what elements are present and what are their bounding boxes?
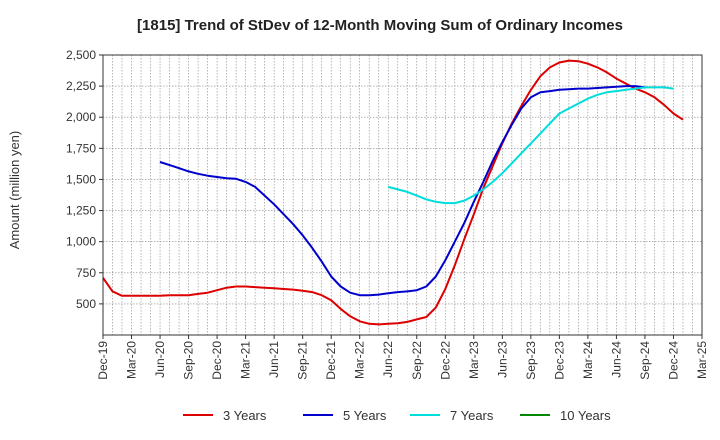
y-tick-label: 750 xyxy=(76,266,96,280)
x-tick-label: Mar-21 xyxy=(239,341,253,379)
x-tick-label: Jun-23 xyxy=(495,341,509,378)
legend-label: 3 Years xyxy=(223,408,267,423)
plot-area xyxy=(103,55,702,335)
x-tick-label: Dec-21 xyxy=(324,341,338,380)
x-tick-label: Mar-20 xyxy=(125,341,139,379)
x-tick-label: Dec-24 xyxy=(666,341,680,380)
legend-label: 7 Years xyxy=(450,408,494,423)
x-tick-label: Mar-24 xyxy=(581,341,595,379)
x-tick-label: Dec-22 xyxy=(438,341,452,380)
legend-label: 5 Years xyxy=(343,408,387,423)
plot-border xyxy=(102,54,703,336)
y-tick-label: 1,750 xyxy=(66,141,96,155)
chart-title: [1815] Trend of StDev of 12-Month Moving… xyxy=(137,17,623,34)
x-tick-label: Dec-19 xyxy=(96,341,110,380)
y-tick-label: 2,000 xyxy=(66,110,96,124)
legend-label: 10 Years xyxy=(560,408,611,423)
y-tick-label: 1,000 xyxy=(66,235,96,249)
y-axis-label: Amount (million yen) xyxy=(7,131,22,250)
x-tick-label: Dec-23 xyxy=(552,341,566,380)
y-tick-label: 1,250 xyxy=(66,204,96,218)
x-tick-label: Sep-24 xyxy=(638,341,652,380)
x-tick-label: Sep-22 xyxy=(410,341,424,380)
series-line-7-years xyxy=(387,86,674,205)
y-tick-label: 2,250 xyxy=(66,79,96,93)
x-axis-ticks: Dec-19 Mar-20 Jun-20 Sep-20 Dec-20 Mar-21 Jun-… xyxy=(96,335,709,380)
legend: 3 Years 5 Years 7 Years 10 Years xyxy=(183,408,611,423)
x-tick-label: Jun-21 xyxy=(267,341,281,378)
x-tick-label: Mar-23 xyxy=(467,341,481,379)
y-tick-label: 2,500 xyxy=(66,48,96,62)
x-tick-label: Sep-20 xyxy=(182,341,196,380)
x-tick-label: Sep-23 xyxy=(524,341,538,380)
y-axis-ticks: 500 750 1,000 1,250 1,500 1,750 2,000 2,250 2,50… xyxy=(66,48,103,311)
series-line-3-years xyxy=(102,59,684,326)
x-tick-label: Jun-24 xyxy=(609,341,623,378)
y-tick-label: 1,500 xyxy=(66,172,96,186)
x-tick-label: Mar-25 xyxy=(695,341,709,379)
x-tick-label: Jun-20 xyxy=(153,341,167,378)
x-tick-label: Mar-22 xyxy=(353,341,367,379)
x-tick-label: Sep-21 xyxy=(296,341,310,380)
x-tick-label: Jun-22 xyxy=(381,341,395,378)
y-tick-label: 500 xyxy=(76,297,96,311)
x-tick-label: Dec-20 xyxy=(210,341,224,380)
series-line-5-years xyxy=(159,85,646,297)
series-lines xyxy=(102,59,684,326)
